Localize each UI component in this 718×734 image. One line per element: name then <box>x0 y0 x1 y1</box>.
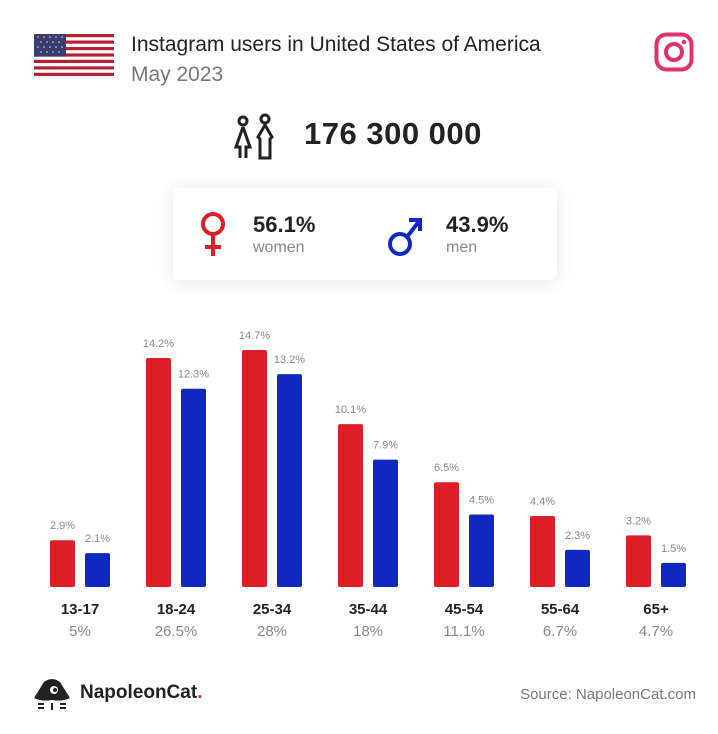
bar-value-label: 14.2% <box>143 338 174 350</box>
bar-men-18-24 <box>181 388 206 587</box>
bar-men-35-44 <box>373 459 398 587</box>
bar-women-45-54 <box>434 482 459 587</box>
bar-women-55-64 <box>530 516 555 587</box>
brand-name: NapoleonCat. <box>80 682 202 704</box>
bar-women-25-34 <box>242 350 267 587</box>
age-category-total: 5% <box>69 623 91 640</box>
brand-dot: . <box>197 682 203 703</box>
bar-value-label: 2.9% <box>50 520 75 532</box>
us-flag-icon <box>34 34 114 76</box>
total-users: 176 300 000 <box>304 116 482 151</box>
bar-men-13-17 <box>85 553 110 587</box>
age-category-total: 11.1% <box>443 623 484 640</box>
age-category-label: 65+ <box>643 601 669 618</box>
age-category-total: 18% <box>353 623 383 640</box>
age-category-total: 6.7% <box>543 623 577 640</box>
bar-value-label: 6.5% <box>434 462 459 474</box>
bar-women-18-24 <box>146 358 171 587</box>
bar-value-label: 7.9% <box>373 440 398 452</box>
bar-value-label: 1.5% <box>661 543 686 555</box>
bar-value-label: 2.3% <box>565 530 590 542</box>
age-category-label: 18-24 <box>157 601 196 618</box>
bar-value-label: 3.2% <box>626 515 651 527</box>
age-category-total: 26.5% <box>155 623 198 640</box>
age-category-label: 25-34 <box>253 601 292 618</box>
bar-women-35-44 <box>338 424 363 587</box>
women-label: women <box>253 239 305 256</box>
bar-men-65+ <box>661 562 686 587</box>
men-percent: 43.9% <box>446 212 509 237</box>
age-category-label: 35-44 <box>349 601 388 618</box>
age-category-label: 45-54 <box>445 601 484 618</box>
male-icon <box>388 218 422 256</box>
age-category-label: 13-17 <box>61 601 99 618</box>
bar-value-label: 2.1% <box>85 533 110 545</box>
page-subtitle: May 2023 <box>131 63 224 86</box>
bar-men-45-54 <box>469 514 494 587</box>
female-icon <box>201 212 225 256</box>
bar-value-label: 12.3% <box>178 369 209 381</box>
bar-women-65+ <box>626 535 651 587</box>
napoleoncat-logo-icon <box>34 679 70 710</box>
age-category-total: 28% <box>257 623 287 640</box>
age-category-label: 55-64 <box>541 601 580 618</box>
page-title: Instagram users in United States of Amer… <box>131 33 541 56</box>
age-category-total: 4.7% <box>639 623 673 640</box>
women-percent: 56.1% <box>253 212 316 237</box>
men-label: men <box>446 239 478 256</box>
bar-value-label: 13.2% <box>274 354 305 366</box>
brand-text: NapoleonCat <box>80 682 198 703</box>
instagram-icon <box>654 32 694 72</box>
bar-value-label: 10.1% <box>335 404 366 416</box>
bar-value-label: 14.7% <box>239 330 270 342</box>
source-note: Source: NapoleonCat.com <box>520 686 696 703</box>
bar-men-55-64 <box>565 549 590 587</box>
gender-split-card: 56.1% women 43.9% men <box>173 188 557 280</box>
bar-value-label: 4.4% <box>530 496 555 508</box>
people-icon <box>233 113 274 160</box>
bar-value-label: 4.5% <box>469 494 494 506</box>
bar-men-25-34 <box>277 374 302 587</box>
bar-women-13-17 <box>50 540 75 587</box>
